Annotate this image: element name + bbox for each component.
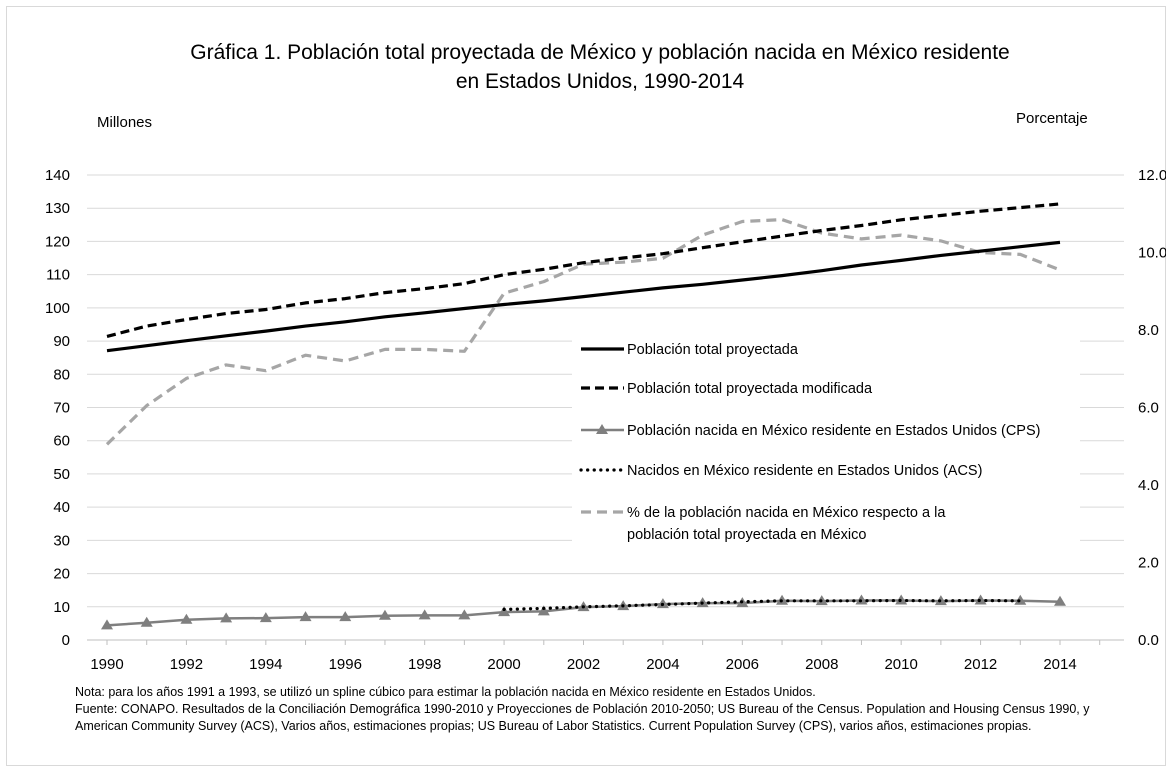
left-tick-label: 110: [46, 267, 70, 284]
cps-point: [418, 609, 431, 620]
right-tick-label: 10.0: [1138, 245, 1166, 262]
source-text: Fuente: CONAPO. Resultados de la Concili…: [75, 702, 1090, 733]
left-tick-label: 100: [45, 300, 70, 317]
left-tick-label: 20: [53, 566, 70, 583]
left-tick-label: 10: [53, 599, 70, 616]
x-tick-label: 1990: [90, 656, 123, 673]
cps-point: [259, 612, 272, 623]
right-tick-label: 6.0: [1138, 400, 1159, 417]
cps-point: [974, 594, 987, 605]
cps-point: [537, 605, 550, 616]
x-tick-label: 2012: [964, 656, 997, 673]
cps-point: [339, 611, 352, 622]
left-tick-label: 90: [53, 333, 70, 350]
right-axis-ticks: 0.0 2.0 4.0 6.0 8.0 10.0 12.0: [1138, 167, 1166, 649]
cps-point: [378, 609, 391, 620]
x-tick-label: 1998: [408, 656, 441, 673]
legend: Población total proyectada Población tota…: [572, 330, 1080, 543]
series-line-0: [106, 240, 1061, 353]
x-tick-label: 2002: [567, 656, 600, 673]
cps-point: [855, 594, 868, 605]
legend-label-3: Nacidos en México residente en Estados U…: [627, 463, 982, 479]
right-axis-unit: Porcentaje: [1016, 110, 1088, 127]
left-axis-unit: Millones: [97, 114, 153, 131]
cps-point: [498, 606, 511, 617]
chart-title-line2: en Estados Unidos, 1990-2014: [455, 70, 745, 93]
series-line-3: [502, 598, 1022, 611]
x-tick-label: 2008: [805, 656, 838, 673]
x-tick-label: 1996: [329, 656, 362, 673]
x-tick-label: 1994: [249, 656, 282, 673]
cps-point: [1054, 595, 1066, 606]
legend-label-4: % de la población nacida en México respe…: [627, 505, 946, 543]
x-tick-label: 1992: [170, 656, 203, 673]
left-tick-label: 0: [62, 632, 70, 649]
legend-box: [572, 330, 1080, 542]
legend-label-0: Población total proyectada: [627, 342, 799, 358]
left-tick-label: 120: [45, 233, 70, 250]
cps-point: [101, 619, 113, 630]
left-tick-label: 40: [53, 499, 70, 516]
legend-label-2: Población nacida en México residente en …: [627, 423, 1040, 439]
left-tick-label: 30: [53, 532, 70, 549]
cps-point: [180, 613, 193, 624]
left-axis-ticks: 0 10 20 30 40 50 60 70 80 90 100 110 120 130 140: [45, 167, 70, 649]
cps-point: [140, 616, 153, 627]
legend-label-1: Población total proyectada modificada: [627, 381, 873, 397]
cps-point: [1014, 594, 1027, 605]
footnotes: Nota: para los años 1991 a 1993, se util…: [75, 684, 1135, 735]
note-text: Nota: para los años 1991 a 1993, se util…: [75, 685, 816, 699]
left-tick-label: 60: [53, 433, 70, 450]
cps-point: [299, 611, 312, 622]
left-tick-label: 140: [45, 167, 70, 184]
legend-marker: [596, 424, 608, 434]
left-tick-label: 70: [53, 400, 70, 417]
series-lines: [101, 202, 1066, 630]
line-chart: 0 10 20 30 40 50 60 70 80 90 100 110 120 130 140 0.0 2.…: [45, 167, 1166, 673]
right-tick-label: 8.0: [1138, 322, 1159, 339]
x-tick-label: 2004: [646, 656, 679, 673]
right-tick-label: 4.0: [1138, 477, 1159, 494]
x-axis-ticks: 1990 1992 1994 1996 1998 2000 2002 2004 2006 2008…: [90, 640, 1101, 673]
right-tick-label: 12.0: [1138, 167, 1166, 184]
chart-title-line1: Gráfica 1. Población total proyectada de…: [190, 41, 1010, 64]
left-tick-label: 50: [53, 466, 70, 483]
right-tick-label: 0.0: [1138, 632, 1159, 649]
series-line-1: [106, 202, 1061, 338]
x-tick-label: 2006: [726, 656, 759, 673]
left-tick-label: 80: [53, 366, 70, 383]
cps-point: [220, 612, 233, 623]
chart-title: Gráfica 1. Población total proyectada de…: [80, 38, 1120, 96]
cps-point: [458, 609, 471, 620]
right-tick-label: 2.0: [1138, 555, 1159, 572]
x-tick-label: 2000: [487, 656, 520, 673]
x-tick-label: 2010: [884, 656, 917, 673]
x-tick-label: 2014: [1043, 656, 1076, 673]
left-tick-label: 130: [45, 200, 70, 217]
